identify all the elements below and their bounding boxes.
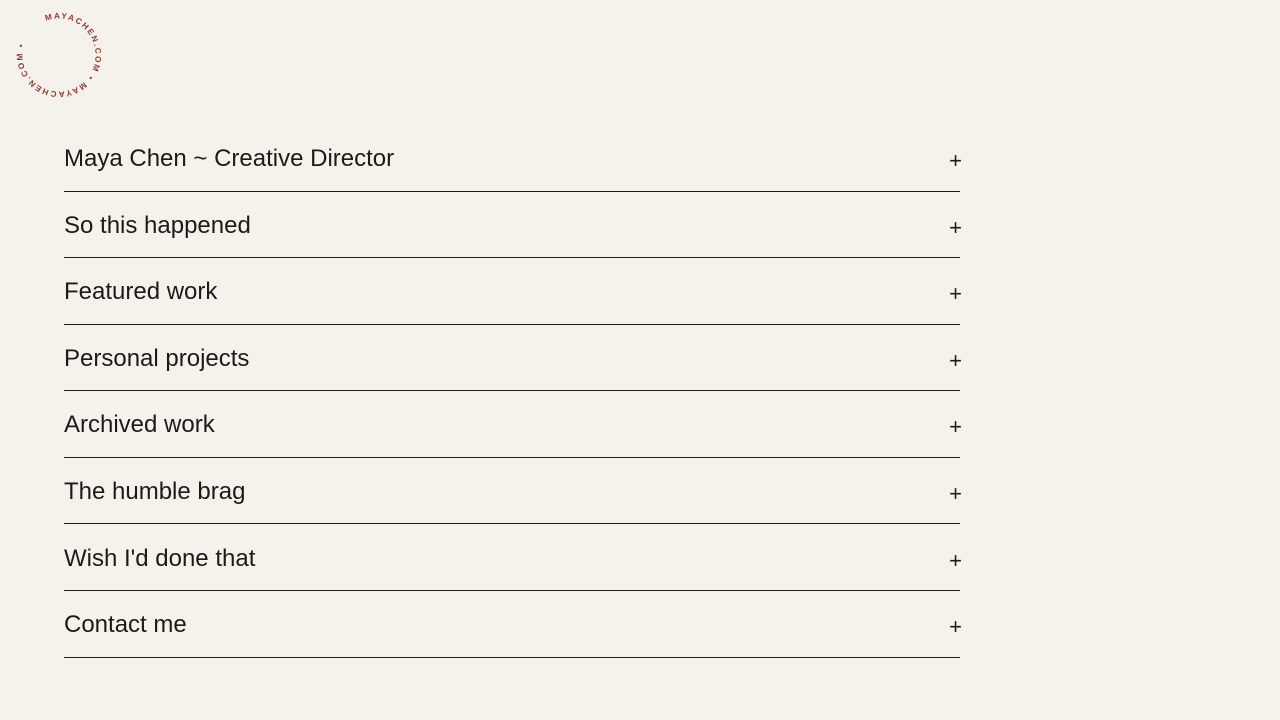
svg-text:MAYACHEN.COM • MAYACHEN.COM •: MAYACHEN.COM • MAYACHEN.COM •: [9, 5, 109, 105]
